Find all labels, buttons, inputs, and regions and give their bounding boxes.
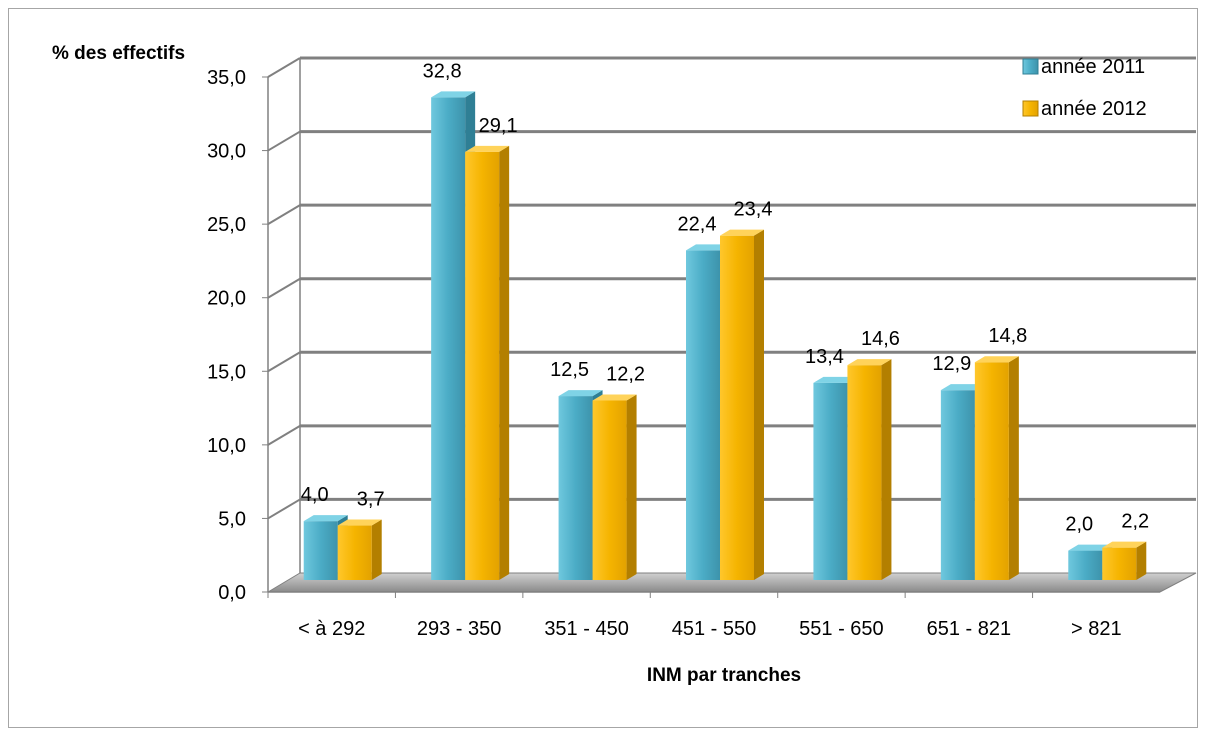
legend-label: année 2011 [1041, 56, 1145, 78]
y-axis-ticks: 0,0 5,0 10,0 15,0 20,0 25,0 30,0 35,0 [207, 58, 301, 604]
bar-top [592, 394, 637, 401]
data-label: 2,0 [1065, 514, 1093, 536]
bar-front [337, 525, 372, 580]
data-label: 14,6 [861, 328, 900, 350]
bar-front [592, 400, 627, 580]
x-tick-label: 293 - 350 [417, 618, 502, 640]
chart-background [268, 58, 300, 592]
bar-top [465, 145, 510, 152]
bar-side [626, 394, 637, 580]
bar-front [465, 151, 500, 581]
legend-label: année 2012 [1041, 98, 1147, 120]
bar-top [940, 384, 985, 391]
bar-top [303, 515, 348, 522]
bar-top [847, 359, 892, 366]
y-tick-label: 20,0 [207, 288, 246, 310]
bar-front [431, 97, 466, 580]
data-label: 23,4 [734, 199, 773, 221]
bar-front [1102, 547, 1137, 580]
y-axis-title: % des effectifs [52, 43, 185, 64]
legend: année 2011 année 2012 [1022, 56, 1147, 120]
x-axis-ticks: < à 292 293 - 350 351 - 450 451 - 550 551 - … [267, 592, 1122, 640]
bar-side [881, 359, 892, 580]
bar-front [1068, 550, 1103, 580]
bar [592, 394, 637, 580]
bar [847, 359, 892, 580]
gridline-side [267, 351, 301, 373]
gridline-side [267, 57, 301, 78]
y-tick-label: 0,0 [218, 582, 246, 604]
bar-front [303, 521, 338, 580]
bar-side [371, 519, 382, 580]
legend-item: année 2012 [1022, 98, 1147, 120]
bar-top [1068, 544, 1113, 551]
legend-swatch [1022, 58, 1039, 75]
bar [1102, 541, 1147, 580]
side-wall [268, 58, 300, 592]
bar-top [431, 91, 476, 98]
gridline-side [267, 498, 301, 520]
gridline-side [267, 424, 301, 446]
bars [303, 91, 1147, 581]
bar [974, 356, 1019, 580]
y-tick-label: 5,0 [218, 508, 246, 530]
x-tick-label: 551 - 650 [799, 618, 884, 640]
bar-front [720, 235, 754, 580]
data-label: 3,7 [357, 489, 385, 511]
y-tick-label: 10,0 [207, 435, 246, 457]
data-label: 4,0 [301, 484, 329, 506]
bar [720, 229, 764, 580]
bar-front [813, 382, 848, 580]
bar-top [1102, 541, 1147, 548]
bar-top [813, 376, 858, 383]
bar-top [974, 356, 1019, 363]
legend-swatch [1022, 100, 1039, 117]
bar-front [686, 250, 720, 580]
bar-front [940, 390, 975, 580]
bar-top [720, 229, 764, 236]
bar-side [1136, 541, 1147, 580]
x-tick-label: 451 - 550 [672, 618, 757, 640]
x-tick-label: < à 292 [298, 618, 365, 640]
bar-side [1008, 356, 1019, 580]
data-label: 12,5 [550, 359, 589, 381]
legend-item: année 2011 [1022, 56, 1145, 78]
x-tick-label: 351 - 450 [544, 618, 629, 640]
bar [465, 145, 510, 581]
y-tick-label: 30,0 [207, 141, 246, 163]
data-label: 2,2 [1121, 511, 1149, 533]
bar-side [499, 145, 510, 581]
data-label: 12,2 [606, 363, 645, 385]
bar-front [974, 362, 1009, 580]
data-labels: 4,0 3,7 32,8 29,1 12,5 12,2 22,4 23,4 13,4 14,6 12… [301, 60, 1149, 535]
gridline-side [267, 130, 301, 152]
x-tick-label: 651 - 821 [927, 618, 1012, 640]
data-label: 13,4 [805, 346, 844, 368]
bar-front [558, 396, 593, 580]
bar-top [686, 244, 730, 251]
bar-side [754, 229, 764, 580]
bar-top [558, 390, 603, 397]
bar-top [337, 519, 382, 526]
data-label: 29,1 [479, 115, 518, 137]
bar-front [847, 365, 882, 580]
y-tick-label: 15,0 [207, 361, 246, 383]
data-label: 14,8 [988, 325, 1027, 347]
x-axis-title: INM par tranches [647, 665, 801, 686]
data-label: 22,4 [678, 213, 717, 235]
y-tick-label: 35,0 [207, 67, 246, 89]
x-tick-label: > 821 [1071, 618, 1122, 640]
data-label: 32,8 [423, 60, 462, 82]
gridline-side [267, 277, 301, 299]
gridline-side [267, 204, 301, 226]
y-tick-label: 25,0 [207, 214, 246, 236]
bar [337, 519, 382, 580]
data-label: 12,9 [932, 353, 971, 375]
